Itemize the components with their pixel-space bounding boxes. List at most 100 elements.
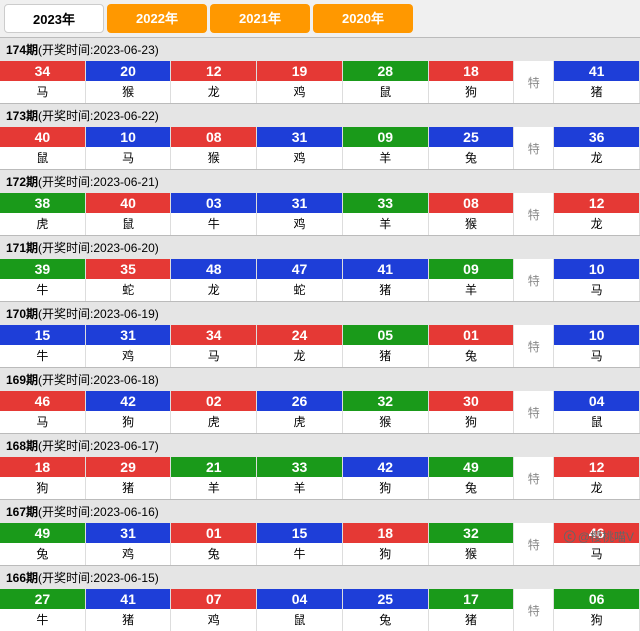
ball-number: 31: [257, 127, 342, 147]
period-header: 171期(开奖时间:2023-06-20): [0, 236, 640, 259]
ball-cell: 09羊: [343, 127, 429, 169]
ball-cell: 30狗: [429, 391, 515, 433]
ball-cell: 26虎: [257, 391, 343, 433]
ball-number: 42: [86, 391, 171, 411]
ball-cell: 04鼠: [257, 589, 343, 631]
ball-zodiac: 鼠: [343, 81, 428, 103]
ball-number: 17: [429, 589, 514, 609]
te-cell: 12龙: [554, 457, 640, 499]
ball-cell: 32猴: [429, 523, 515, 565]
period-166: 166期(开奖时间:2023-06-15)27牛41猪07鸡04鼠25兔17猪特…: [0, 565, 640, 631]
ball-zodiac: 鸡: [257, 213, 342, 235]
period-167: 167期(开奖时间:2023-06-16)49兔31鸡01兔15牛18狗32猴特…: [0, 499, 640, 565]
ball-number: 38: [0, 193, 85, 213]
ball-zodiac: 狗: [343, 477, 428, 499]
ball-number: 15: [257, 523, 342, 543]
te-zodiac: 狗: [554, 609, 639, 631]
ball-cell: 31鸡: [86, 325, 172, 367]
year-tab-2022年[interactable]: 2022年: [107, 4, 207, 33]
ball-zodiac: 猪: [86, 609, 171, 631]
ball-number: 27: [0, 589, 85, 609]
te-number: 10: [554, 259, 639, 279]
ball-cell: 02虎: [171, 391, 257, 433]
ball-number: 34: [0, 61, 85, 81]
ball-zodiac: 鼠: [86, 213, 171, 235]
ball-number: 29: [86, 457, 171, 477]
ball-number: 48: [171, 259, 256, 279]
ball-zodiac: 狗: [86, 411, 171, 433]
period-header: 167期(开奖时间:2023-06-16): [0, 500, 640, 523]
ball-zodiac: 牛: [0, 609, 85, 631]
ball-number: 31: [86, 325, 171, 345]
te-zodiac: 马: [554, 279, 639, 301]
ball-cell: 41猪: [343, 259, 429, 301]
te-cell: 41猪: [554, 61, 640, 103]
ball-cell: 03牛: [171, 193, 257, 235]
ball-cell: 09羊: [429, 259, 515, 301]
ball-zodiac: 羊: [171, 477, 256, 499]
te-zodiac: 猪: [554, 81, 639, 103]
ball-number: 49: [429, 457, 514, 477]
te-zodiac: 龙: [554, 147, 639, 169]
ball-cell: 42狗: [343, 457, 429, 499]
year-tab-2021年[interactable]: 2021年: [210, 4, 310, 33]
ball-cell: 28鼠: [343, 61, 429, 103]
period-header: 168期(开奖时间:2023-06-17): [0, 434, 640, 457]
ball-number: 18: [429, 61, 514, 81]
ball-number: 32: [343, 391, 428, 411]
ball-cell: 17猪: [429, 589, 515, 631]
ball-zodiac: 马: [0, 81, 85, 103]
periods-list: 174期(开奖时间:2023-06-23)34马20猴12龙19鸡28鼠18狗特…: [0, 37, 640, 631]
period-header: 170期(开奖时间:2023-06-19): [0, 302, 640, 325]
ball-cell: 40鼠: [86, 193, 172, 235]
te-number: 41: [554, 61, 639, 81]
ball-cell: 08猴: [429, 193, 515, 235]
ball-cell: 18狗: [429, 61, 515, 103]
ball-number: 20: [86, 61, 171, 81]
year-tab-2020年[interactable]: 2020年: [313, 4, 413, 33]
te-label: 特: [514, 259, 554, 301]
ball-cell: 49兔: [0, 523, 86, 565]
ball-zodiac: 鼠: [0, 147, 85, 169]
ball-cell: 15牛: [257, 523, 343, 565]
ball-number: 30: [429, 391, 514, 411]
period-header: 173期(开奖时间:2023-06-22): [0, 104, 640, 127]
ball-zodiac: 虎: [171, 411, 256, 433]
ball-cell: 05猪: [343, 325, 429, 367]
ball-zodiac: 马: [86, 147, 171, 169]
period-row: 46马42狗02虎26虎32猴30狗特04鼠: [0, 391, 640, 433]
te-label: 特: [514, 457, 554, 499]
te-label: 特: [514, 589, 554, 631]
ball-cell: 25兔: [429, 127, 515, 169]
year-tab-2023年[interactable]: 2023年: [4, 4, 104, 33]
ball-cell: 46马: [0, 391, 86, 433]
ball-number: 31: [257, 193, 342, 213]
ball-number: 07: [171, 589, 256, 609]
ball-number: 42: [343, 457, 428, 477]
ball-cell: 40鼠: [0, 127, 86, 169]
period-header: 166期(开奖时间:2023-06-15): [0, 566, 640, 589]
ball-cell: 19鸡: [257, 61, 343, 103]
te-cell: 10马: [554, 325, 640, 367]
period-168: 168期(开奖时间:2023-06-17)18狗29猪21羊33羊42狗49兔特…: [0, 433, 640, 499]
ball-number: 32: [429, 523, 514, 543]
period-header: 174期(开奖时间:2023-06-23): [0, 38, 640, 61]
te-cell: 04鼠: [554, 391, 640, 433]
te-cell: 10马: [554, 259, 640, 301]
te-number: 10: [554, 325, 639, 345]
ball-cell: 20猴: [86, 61, 172, 103]
ball-zodiac: 猪: [86, 477, 171, 499]
period-header: 169期(开奖时间:2023-06-18): [0, 368, 640, 391]
ball-cell: 21羊: [171, 457, 257, 499]
ball-zodiac: 兔: [429, 477, 514, 499]
te-zodiac: 马: [554, 345, 639, 367]
ball-cell: 25兔: [343, 589, 429, 631]
ball-zodiac: 马: [171, 345, 256, 367]
ball-cell: 15牛: [0, 325, 86, 367]
ball-zodiac: 狗: [343, 543, 428, 565]
ball-zodiac: 牛: [0, 279, 85, 301]
ball-number: 41: [86, 589, 171, 609]
period-row: 34马20猴12龙19鸡28鼠18狗特41猪: [0, 61, 640, 103]
period-169: 169期(开奖时间:2023-06-18)46马42狗02虎26虎32猴30狗特…: [0, 367, 640, 433]
ball-zodiac: 虎: [257, 411, 342, 433]
